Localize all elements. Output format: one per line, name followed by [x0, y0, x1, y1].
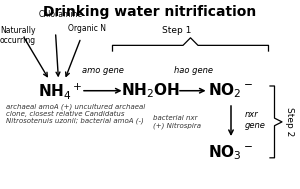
Text: Naturally
occurring: Naturally occurring — [0, 26, 36, 45]
Text: hao gene: hao gene — [174, 66, 213, 75]
Text: Organic N: Organic N — [68, 24, 106, 33]
Text: Drinking water nitrification: Drinking water nitrification — [44, 5, 256, 19]
Text: NH$_4$$^+$: NH$_4$$^+$ — [38, 81, 82, 101]
Text: Step 2: Step 2 — [285, 107, 294, 136]
Text: Chloramine: Chloramine — [39, 10, 83, 19]
Text: nxr
gene: nxr gene — [244, 110, 266, 130]
Text: archaeal amoA (+) uncultured archaeal
clone, closest relative Candidatus
Nitroso: archaeal amoA (+) uncultured archaeal cl… — [6, 103, 145, 124]
Text: bacterial nxr
(+) Nitrospira: bacterial nxr (+) Nitrospira — [153, 115, 201, 129]
Text: Step 1: Step 1 — [162, 26, 192, 35]
Text: NH$_2$OH: NH$_2$OH — [121, 81, 179, 100]
Text: amo gene: amo gene — [82, 66, 124, 75]
Text: NO$_2$$^-$: NO$_2$$^-$ — [208, 81, 253, 100]
Text: NO$_3$$^-$: NO$_3$$^-$ — [208, 144, 253, 162]
